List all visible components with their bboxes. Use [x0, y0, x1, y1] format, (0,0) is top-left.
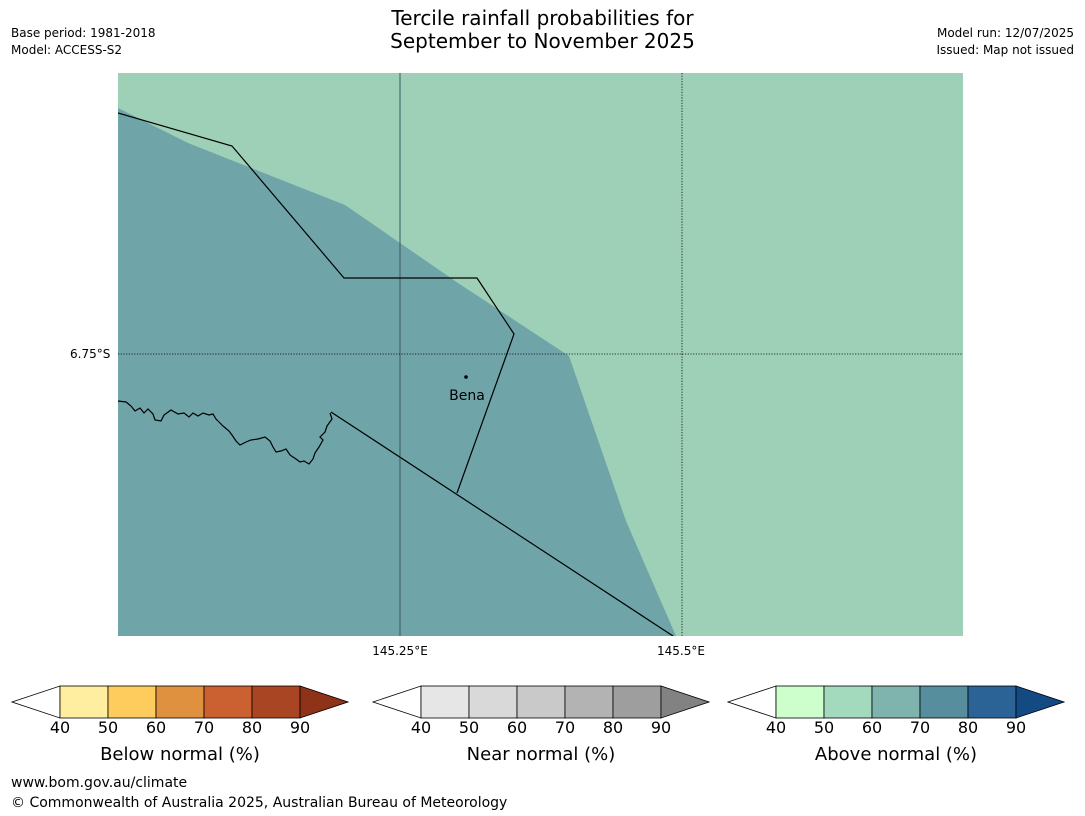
forecast-map: Bena [118, 73, 963, 636]
above-colorbar-segment [823, 685, 873, 719]
near-colorbar-tick: 50 [458, 718, 480, 737]
footer-copyright: © Commonwealth of Australia 2025, Austra… [11, 795, 508, 811]
below-colorbar-over-arrow [299, 685, 349, 719]
near-colorbar-tick: 90 [650, 718, 672, 737]
above-colorbar-segment [919, 685, 969, 719]
below-colorbar-segment [107, 685, 157, 719]
below-colorbar-tick: 80 [241, 718, 263, 737]
below-colorbar-title: Below normal (%) [100, 744, 260, 765]
lon-label-145-5: 145.5°E [657, 644, 705, 658]
near-colorbar [372, 685, 710, 719]
below-colorbar-tick: 70 [193, 718, 215, 737]
header-right: Model run: 12/07/2025 Issued: Map not is… [936, 25, 1074, 59]
province-boundary [118, 112, 515, 494]
title-line-2: September to November 2025 [390, 29, 695, 53]
above-60-70-region [118, 108, 676, 636]
below-colorbar-under-arrow [11, 685, 61, 719]
above-colorbar-tick: 90 [1005, 718, 1027, 737]
district-boundary [330, 411, 674, 636]
town-label: Bena [449, 388, 485, 404]
near-colorbar-tick: 80 [602, 718, 624, 737]
above-colorbar-tick: 50 [813, 718, 835, 737]
near-colorbar-over-arrow [660, 685, 710, 719]
below-colorbar-tick: 60 [145, 718, 167, 737]
lon-label-145-25: 145.25°E [372, 644, 428, 658]
near-colorbar-tick: 70 [554, 718, 576, 737]
below-colorbar [11, 685, 349, 719]
river-line [118, 400, 333, 465]
above-colorbar-segment [967, 685, 1017, 719]
model-text: Model: ACCESS-S2 [11, 43, 123, 57]
below-colorbar-tick: 40 [49, 718, 71, 737]
title-line-1: Tercile rainfall probabilities for [391, 6, 694, 30]
near-colorbar-segment [468, 685, 518, 719]
near-colorbar-tick: 60 [506, 718, 528, 737]
above-colorbar-under-arrow [727, 685, 777, 719]
model-run-text: Model run: 12/07/2025 [936, 26, 1074, 40]
near-colorbar-segment [516, 685, 566, 719]
header-left: Base period: 1981-2018 Model: ACCESS-S2 [11, 25, 156, 59]
lat-label: 6.75°S [70, 347, 111, 361]
base-period-text: Base period: 1981-2018 [11, 26, 156, 40]
above-colorbar-tick: 60 [861, 718, 883, 737]
above-colorbar-segment [871, 685, 921, 719]
above-colorbar-tick: 40 [765, 718, 787, 737]
below-colorbar-segment [203, 685, 253, 719]
near-colorbar-segment [564, 685, 614, 719]
below-colorbar-tick: 50 [97, 718, 119, 737]
near-colorbar-segment [420, 685, 470, 719]
near-colorbar-segment [612, 685, 662, 719]
below-colorbar-segment [251, 685, 301, 719]
below-colorbar-tick: 90 [289, 718, 311, 737]
above-colorbar [727, 685, 1065, 719]
near-colorbar-tick: 40 [410, 718, 432, 737]
above-colorbar-over-arrow [1015, 685, 1065, 719]
footer-url: www.bom.gov.au/climate [11, 775, 188, 791]
above-colorbar-segment [775, 685, 825, 719]
above-colorbar-title: Above normal (%) [814, 744, 978, 765]
page-title: Tercile rainfall probabilities for Septe… [0, 7, 1085, 53]
below-colorbar-segment [155, 685, 205, 719]
below-colorbar-segment [59, 685, 109, 719]
issued-text: Issued: Map not issued [936, 43, 1074, 57]
near-colorbar-title: Near normal (%) [466, 744, 616, 765]
above-colorbar-tick: 80 [957, 718, 979, 737]
above-colorbar-tick: 70 [909, 718, 931, 737]
town-marker-dot [464, 375, 468, 379]
near-colorbar-under-arrow [372, 685, 422, 719]
